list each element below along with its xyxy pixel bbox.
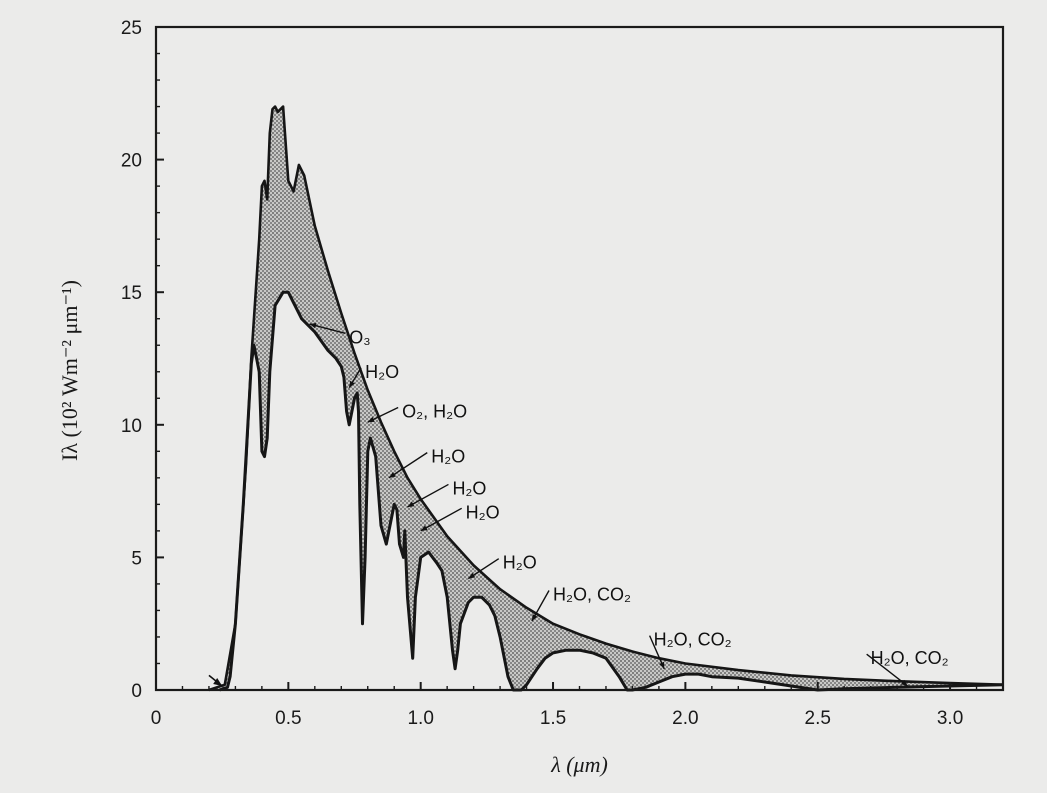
annotation-label: H₂O <box>431 447 465 467</box>
annotation-label: H₂O, CO₂ <box>871 648 949 668</box>
annotation-label: O₂, H₂O <box>402 402 467 422</box>
x-axis: 0 0.5 1.0 1.5 2.0 2.5 3.0 <box>151 682 978 729</box>
y-axis-title: Iλ (10² Wm⁻² μm⁻¹) <box>57 280 82 461</box>
annotation-label: H₂O, CO₂ <box>553 585 631 605</box>
annotation-label: H₂O <box>452 478 486 498</box>
annotation-arrowhead <box>531 614 538 622</box>
annotation-arrowhead <box>468 572 476 579</box>
absorption-band <box>208 106 1003 691</box>
x-tick-label: 2.0 <box>672 708 698 729</box>
annotation-arrowhead <box>420 525 428 531</box>
annotation-label: H₂O <box>365 362 399 382</box>
annotation-arrowhead <box>388 472 396 478</box>
absorption-shading <box>208 106 1003 691</box>
y-axis: 0 5 10 15 20 25 <box>121 18 164 702</box>
annotation-label: H₂O <box>503 553 537 573</box>
annotation-arrowhead <box>349 380 355 388</box>
series-line-top-of-atmosphere <box>208 105 1004 692</box>
annotation-arrowhead <box>900 679 908 687</box>
x-tick-label: 0.5 <box>275 708 301 729</box>
annotation-leader <box>420 507 463 532</box>
annotation-leader <box>407 483 449 508</box>
x-tick-label: 0 <box>151 708 162 729</box>
x-tick-label: 2.5 <box>805 708 831 729</box>
y-tick-label: 20 <box>121 151 142 172</box>
y-tick-label: 10 <box>121 416 142 437</box>
y-tick-label: 15 <box>121 283 142 304</box>
annotation-label: H₂O <box>466 502 500 522</box>
annotation-leader <box>866 653 909 687</box>
surface-fill <box>219 292 1003 690</box>
annotation-leader <box>388 452 428 479</box>
y-tick-label: 25 <box>121 18 142 39</box>
x-tick-label: 3.0 <box>937 708 963 729</box>
annotation-arrowhead <box>407 501 415 508</box>
annotation-arrowhead <box>367 416 375 423</box>
annotation-arrowhead <box>309 323 317 329</box>
x-tick-label: 1.5 <box>540 708 566 729</box>
y-tick-label: 0 <box>131 681 142 702</box>
annotation-label: O₃ <box>349 327 370 347</box>
x-axis-title: λ (μm) <box>550 752 608 777</box>
y-tick-label: 5 <box>131 548 142 569</box>
annotation-label: H₂O, CO₂ <box>654 630 732 650</box>
annotation-arrowhead <box>659 661 665 669</box>
x-tick-label: 1.0 <box>407 708 433 729</box>
cutoff-arrowhead <box>213 678 223 687</box>
